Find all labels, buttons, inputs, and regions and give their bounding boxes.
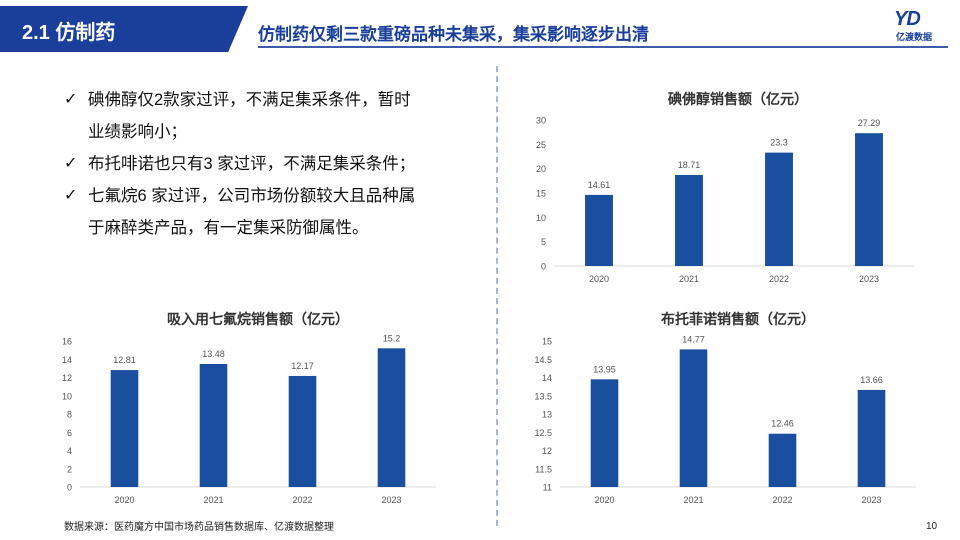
bar [675, 174, 703, 266]
company-logo: YD 亿渡数据 [886, 8, 946, 44]
y-tick-label: 14 [62, 355, 72, 365]
bullet-line: 碘佛醇仅2款家过评，不满足集采条件，暂时 [88, 91, 411, 109]
y-tick-label: 4 [67, 446, 72, 456]
y-tick-label: 16 [62, 337, 72, 347]
y-tick-label: 13.5 [534, 391, 552, 401]
bar [590, 379, 619, 487]
page-number: 10 [926, 521, 938, 532]
y-tick-label: 0 [67, 483, 72, 493]
y-tick-label: 12 [542, 446, 552, 456]
chart-title-iodixanol: 碘佛醇销售额（亿元） [668, 91, 808, 107]
y-tick-label: 11.5 [535, 464, 552, 474]
y-tick-label: 5 [541, 237, 546, 247]
bullet-item: ✓ 七氟烷6 家过评，公司市场份额较大且品种属 于麻醉类产品，有一定集采防御属性… [64, 180, 464, 244]
section-badge [0, 6, 248, 52]
data-label: 12.81 [113, 355, 136, 365]
bullet-item: ✓ 碘佛醇仅2款家过评，不满足集采条件，暂时 业绩影响小； [64, 84, 464, 148]
data-label: 13.66 [860, 375, 883, 385]
data-label: 27.29 [858, 118, 881, 128]
bullet-item: ✓ 布托啡诺也只有3 家过评，不满足集采条件； [64, 148, 464, 180]
x-tick-label: 2021 [679, 274, 699, 284]
bar [585, 194, 613, 266]
bullet-line: 七氟烷6 家过评，公司市场份额较大且品种属 [88, 187, 416, 205]
bar [768, 433, 797, 487]
bar [765, 152, 793, 266]
data-label: 13.95 [593, 364, 616, 374]
chart-title-butorphanol: 布托菲诺销售额（亿元） [661, 311, 815, 327]
data-label: 12.46 [771, 419, 794, 429]
bar [288, 375, 317, 487]
x-tick-label: 2022 [292, 495, 312, 505]
x-tick-label: 2020 [589, 274, 609, 284]
checkmark-icon: ✓ [64, 91, 78, 108]
data-label: 14.61 [588, 180, 611, 190]
x-tick-label: 2020 [114, 495, 134, 505]
bullet-line: 布托啡诺也只有3 家过评，不满足集采条件； [88, 155, 416, 173]
column-divider [496, 66, 498, 526]
data-label: 14.77 [682, 334, 705, 344]
y-tick-label: 14 [542, 373, 552, 383]
logo-mark: YD [894, 8, 921, 30]
bullet-line: 业绩影响小； [88, 123, 187, 141]
y-tick-label: 11 [543, 483, 552, 493]
x-tick-label: 2023 [859, 274, 879, 284]
x-tick-label: 2023 [861, 495, 881, 505]
bullet-list: ✓ 碘佛醇仅2款家过评，不满足集采条件，暂时 业绩影响小； ✓ 布托啡诺也只有3… [64, 84, 464, 244]
bar [855, 133, 883, 266]
checkmark-icon: ✓ [64, 155, 78, 172]
y-tick-label: 12 [62, 373, 72, 383]
data-label: 15.2 [383, 333, 401, 343]
y-tick-label: 2 [67, 464, 72, 474]
y-tick-label: 20 [536, 164, 546, 174]
x-tick-label: 2022 [772, 495, 792, 505]
data-label: 12.17 [291, 361, 314, 371]
y-tick-label: 10 [536, 213, 546, 223]
data-label: 13.48 [202, 349, 225, 359]
bar [199, 363, 228, 487]
page-headline: 仿制药仅剩三款重磅品种未集采，集采影响逐步出清 [258, 25, 649, 44]
bullet-line: 于麻醉类产品，有一定集采防御属性。 [88, 219, 369, 237]
bar [857, 389, 886, 487]
y-tick-label: 15 [542, 337, 552, 347]
y-tick-label: 30 [536, 116, 546, 126]
chart-title-sevoflurane: 吸入用七氟烷销售额（亿元） [167, 311, 349, 327]
y-tick-label: 13 [542, 410, 552, 420]
x-tick-label: 2021 [203, 495, 223, 505]
y-tick-label: 25 [536, 140, 546, 150]
x-tick-label: 2022 [769, 274, 789, 284]
data-label: 23.3 [770, 138, 788, 148]
x-tick-label: 2023 [381, 495, 401, 505]
x-tick-label: 2020 [594, 495, 614, 505]
y-tick-label: 8 [67, 410, 72, 420]
header: 2.1 仿制药 仿制药仅剩三款重磅品种未集采，集采影响逐步出清 YD 亿渡数据 [0, 0, 960, 58]
bar [679, 349, 708, 487]
header-underline [258, 46, 948, 48]
data-source-note: 数据来源：医药魔方中国市场药品销售数据库、亿渡数据整理 [64, 522, 334, 533]
checkmark-icon: ✓ [64, 187, 78, 204]
y-tick-label: 6 [67, 428, 72, 438]
y-tick-label: 10 [62, 391, 72, 401]
bar [110, 370, 139, 487]
logo-text: 亿渡数据 [896, 32, 933, 42]
y-tick-label: 15 [536, 189, 546, 199]
bar [377, 348, 406, 487]
y-tick-label: 12.5 [534, 428, 552, 438]
y-tick-label: 14.5 [534, 355, 552, 365]
data-label: 18.71 [678, 160, 701, 170]
x-tick-label: 2021 [683, 495, 703, 505]
y-tick-label: 0 [541, 262, 546, 272]
section-title: 2.1 仿制药 [22, 22, 116, 44]
